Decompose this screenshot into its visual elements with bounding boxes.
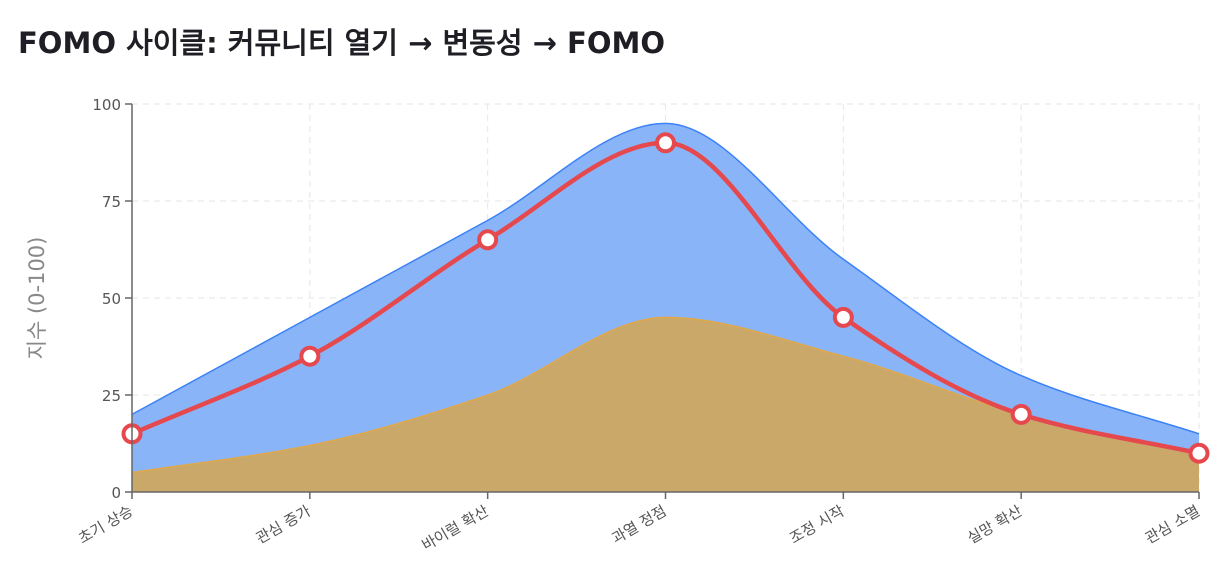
x-tick-label: 과열 정점 — [609, 502, 670, 548]
y-tick-label: 25 — [102, 387, 121, 405]
y-tick-label: 100 — [92, 96, 121, 114]
line-point-marker[interactable] — [655, 132, 676, 154]
x-tick-label: 바이럴 확산 — [419, 502, 492, 555]
line-layer — [121, 132, 1210, 464]
line-point-marker[interactable] — [832, 306, 854, 328]
y-tick-label: 75 — [102, 193, 121, 211]
area-series-2 — [132, 317, 1199, 492]
x-tick-label: 초기 상승 — [75, 502, 136, 548]
x-tick-label: 실망 확산 — [964, 502, 1025, 548]
y-axis-title: 지수 (0-100) — [25, 237, 49, 360]
y-tick-label: 50 — [102, 290, 121, 308]
line-point-marker[interactable] — [299, 345, 321, 367]
x-tick-label: 조정 시작 — [786, 502, 847, 548]
line-point-marker[interactable] — [477, 229, 499, 251]
x-tick-label: 관심 증가 — [253, 502, 314, 548]
x-tick-label: 관심 소멸 — [1142, 502, 1203, 548]
line-point-marker[interactable] — [1010, 403, 1032, 425]
area-series-1-edge — [131, 122, 1200, 435]
y-tick-label: 0 — [111, 484, 121, 502]
chart-title: FOMO 사이클: 커뮤니티 열기 → 변동성 → FOMO — [18, 26, 665, 60]
line-point-marker[interactable] — [1188, 442, 1210, 464]
area-layer — [131, 122, 1200, 493]
